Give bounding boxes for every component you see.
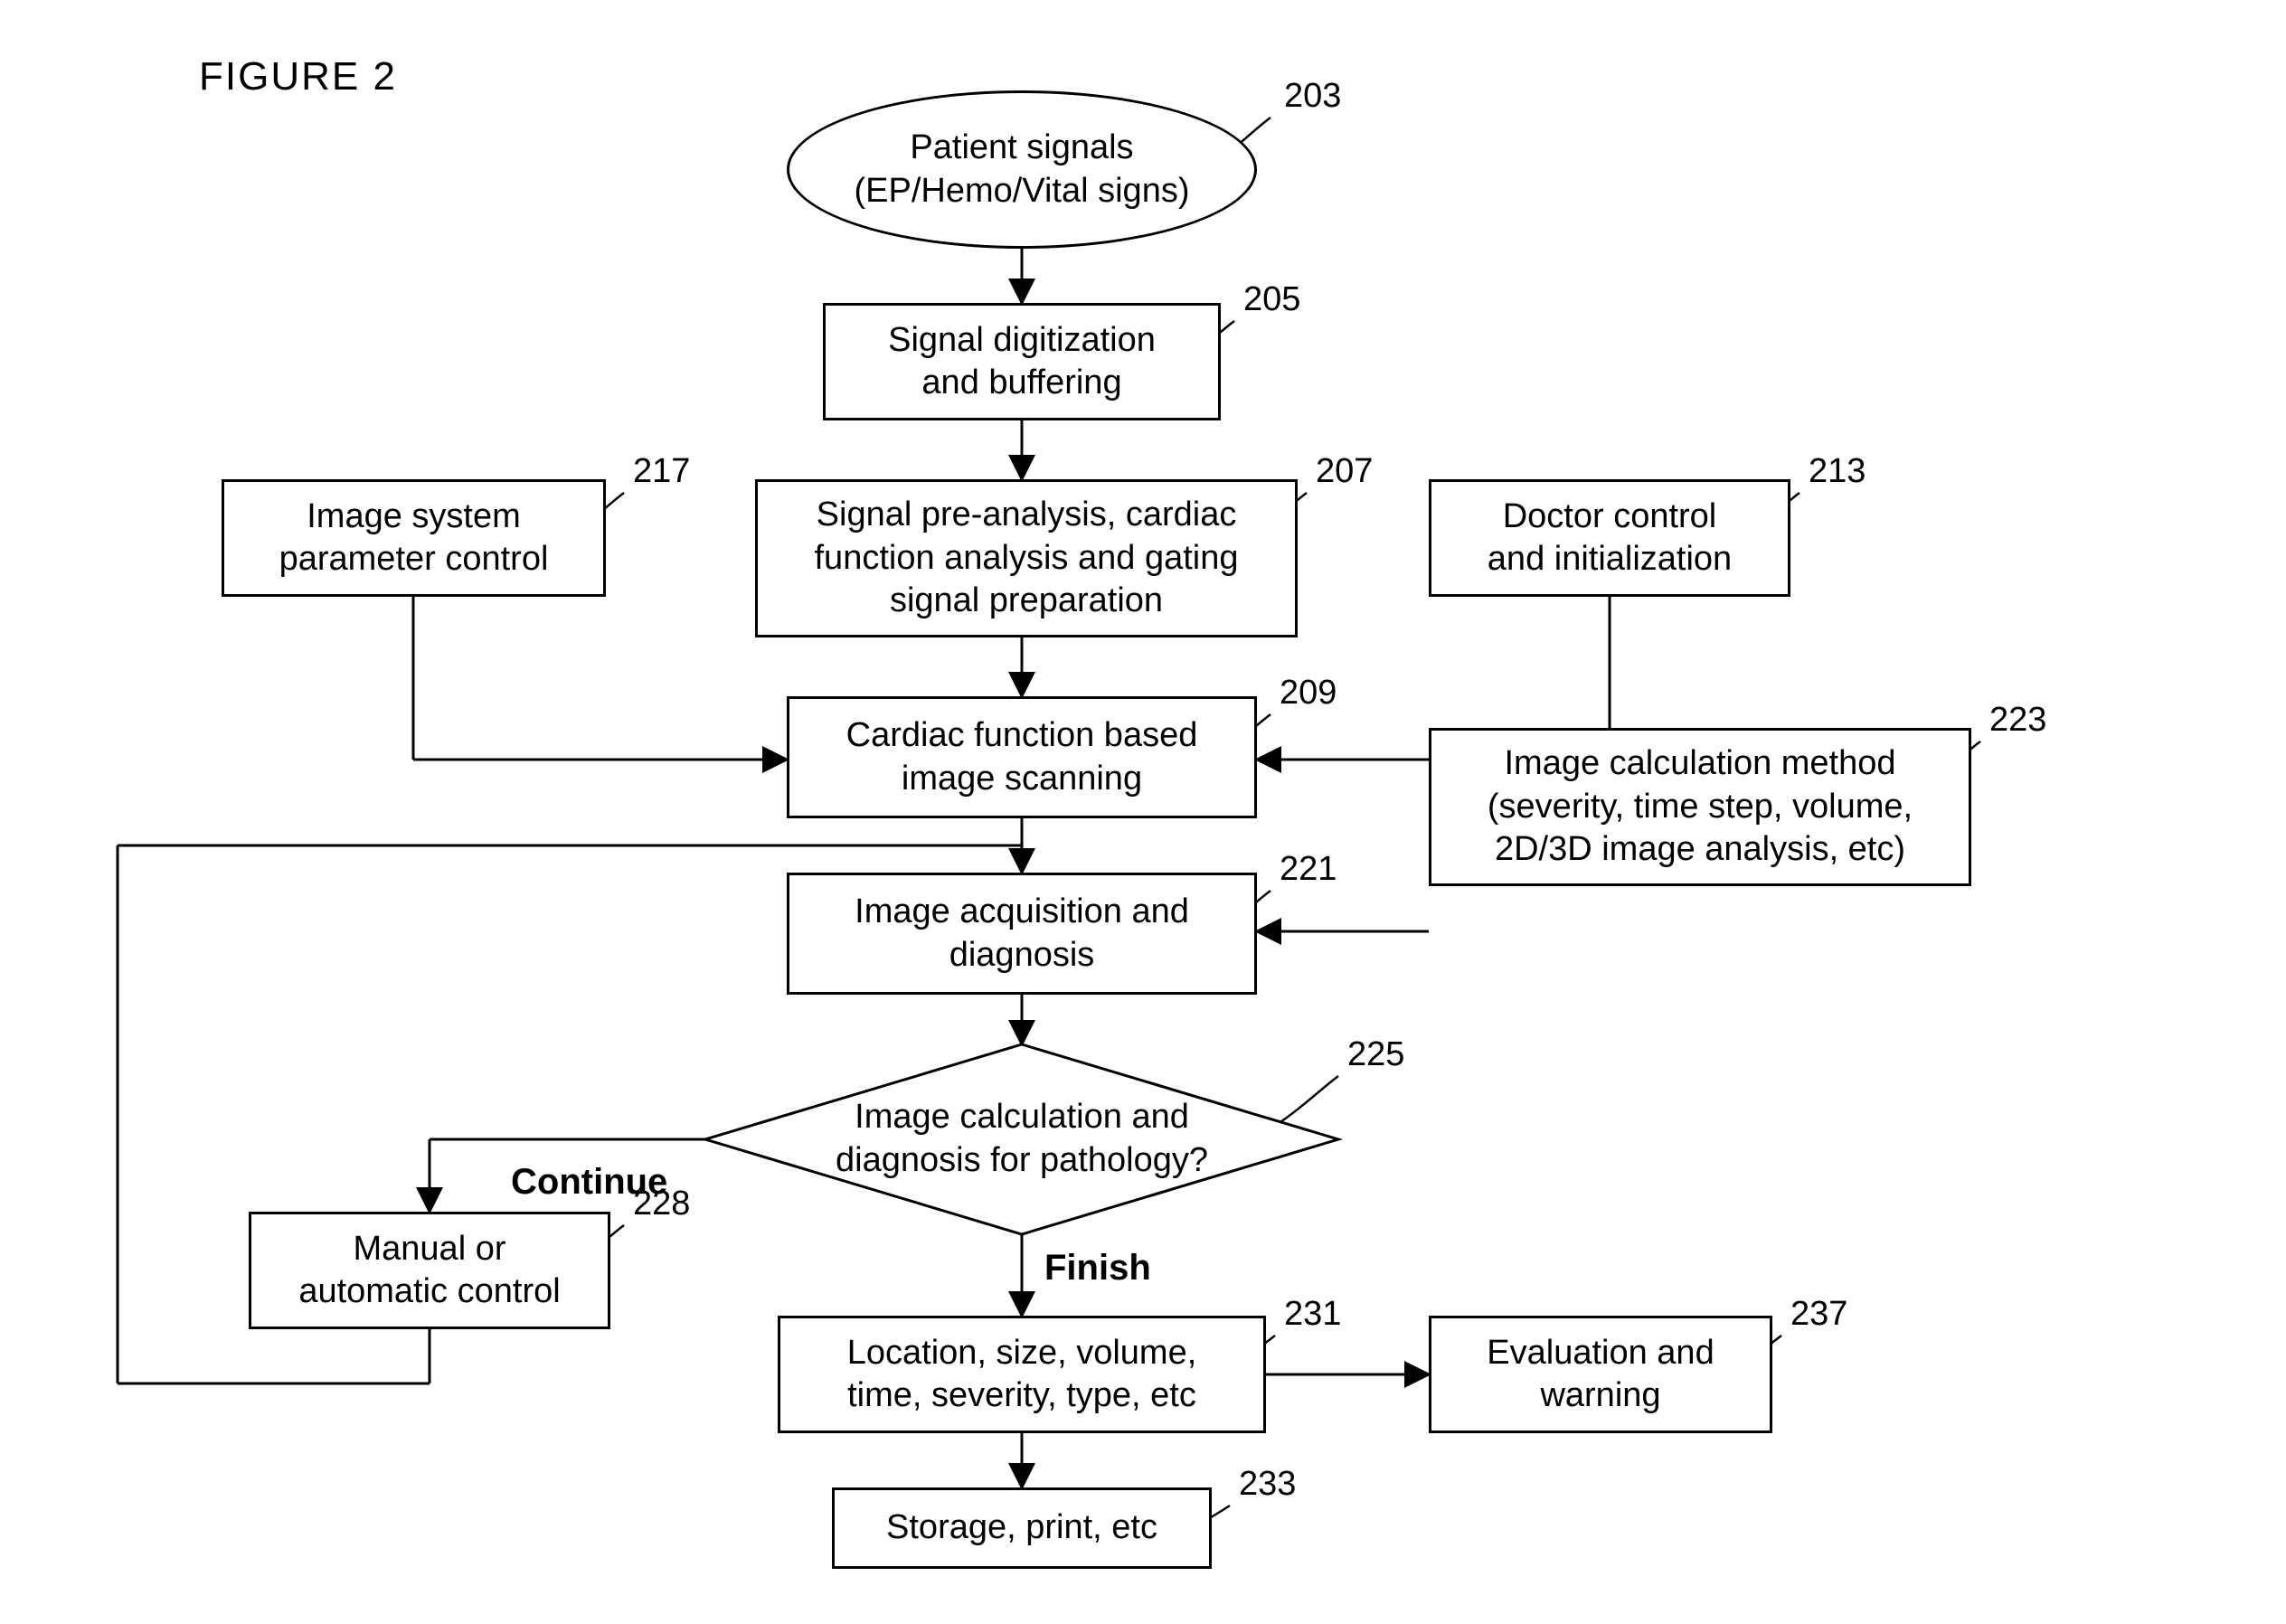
- node-n237: Evaluation andwarning: [1429, 1316, 1772, 1433]
- node-n223: Image calculation method(severity, time …: [1429, 728, 1971, 886]
- node-n231: Location, size, volume,time, severity, t…: [778, 1316, 1266, 1433]
- node-n209: Cardiac function basedimage scanning: [787, 696, 1257, 818]
- node-n203: Patient signals(EP/Hemo/Vital signs): [787, 90, 1257, 249]
- node-n217: Image systemparameter control: [222, 479, 606, 597]
- ref-num-217: 217: [633, 452, 690, 491]
- ref-num-207: 207: [1316, 452, 1373, 491]
- node-n233: Storage, print, etc: [832, 1487, 1212, 1569]
- node-n221: Image acquisition anddiagnosis: [787, 873, 1257, 995]
- ref-num-209: 209: [1280, 674, 1337, 713]
- label-finish: Finish: [1044, 1248, 1151, 1289]
- ref-num-225: 225: [1347, 1035, 1404, 1074]
- ref-num-223: 223: [1989, 701, 2046, 740]
- decision-text: Image calculation anddiagnosis for patho…: [705, 1096, 1338, 1182]
- ref-num-237: 237: [1790, 1295, 1847, 1334]
- ref-num-233: 233: [1239, 1465, 1296, 1504]
- ref-num-213: 213: [1809, 452, 1866, 491]
- figure-title: FIGURE 2: [199, 54, 397, 99]
- decision-n225: Image calculation anddiagnosis for patho…: [705, 1044, 1338, 1234]
- node-n207: Signal pre-analysis, cardiacfunction ana…: [755, 479, 1298, 637]
- ref-num-228: 228: [633, 1185, 690, 1223]
- ref-num-203: 203: [1284, 77, 1341, 116]
- node-n205: Signal digitizationand buffering: [823, 303, 1221, 420]
- node-n228: Manual orautomatic control: [249, 1212, 610, 1329]
- ref-num-231: 231: [1284, 1295, 1341, 1334]
- ref-num-205: 205: [1243, 280, 1300, 319]
- ref-num-221: 221: [1280, 850, 1337, 889]
- node-n213: Doctor controland initialization: [1429, 479, 1790, 597]
